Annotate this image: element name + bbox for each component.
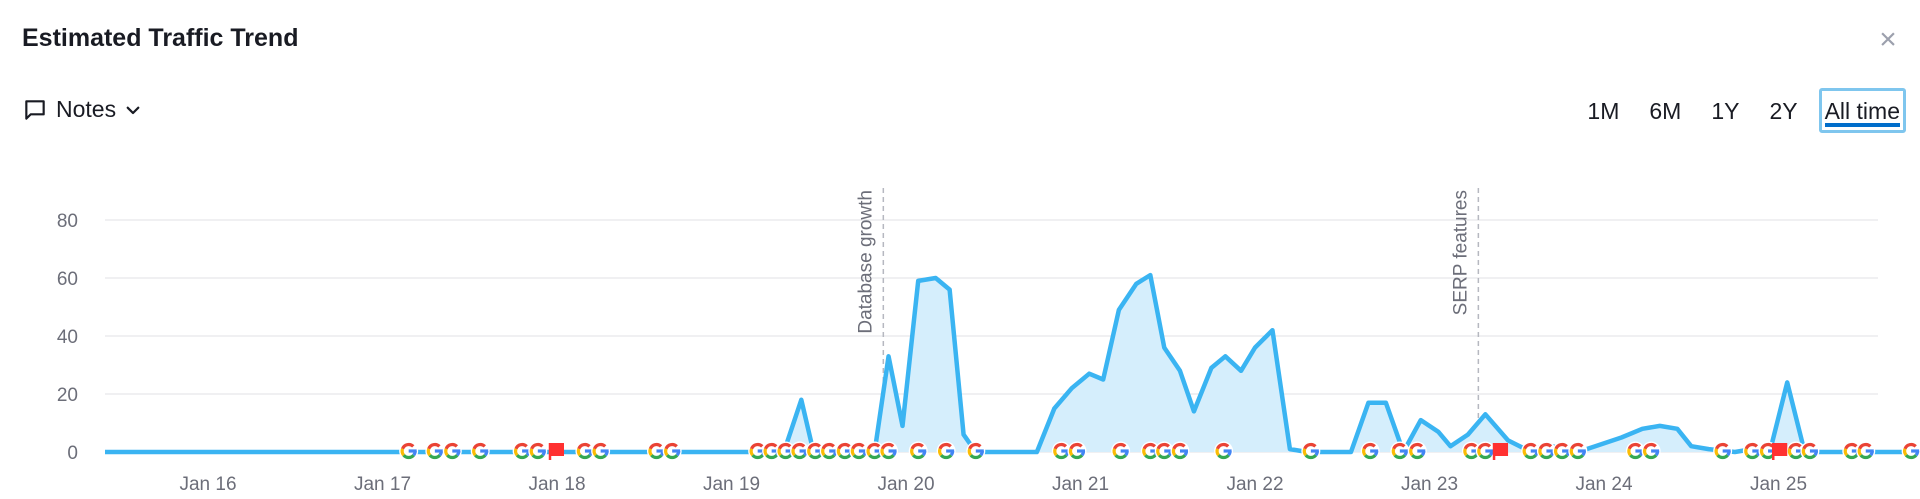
google-update-icon[interactable] [470, 441, 490, 461]
google-update-icon[interactable] [662, 441, 682, 461]
google-update-icon[interactable] [1713, 441, 1733, 461]
google-update-icon[interactable] [1170, 441, 1190, 461]
x-tick-label: Jan 18 [528, 474, 585, 495]
google-update-icon[interactable] [849, 441, 869, 461]
range-6m-button[interactable]: 6M [1649, 98, 1682, 124]
y-tick-label: 60 [57, 269, 78, 290]
google-update-icon[interactable] [1552, 441, 1572, 461]
traffic-line [105, 272, 1920, 455]
google-update-icon[interactable] [1641, 441, 1661, 461]
note-flag-icon [550, 443, 564, 456]
range-2y-button[interactable]: 2Y [1769, 98, 1798, 124]
y-tick-label: 0 [67, 443, 78, 464]
google-update-icon[interactable] [399, 441, 419, 461]
x-tick-label: Jan 24 [1575, 474, 1632, 495]
google-update-icon[interactable] [442, 441, 462, 461]
x-tick-label: Jan 23 [1401, 474, 1458, 495]
page-title: Estimated Traffic Trend [22, 24, 299, 52]
close-icon[interactable]: × [1879, 23, 1897, 56]
range-1y-button[interactable]: 1Y [1711, 98, 1740, 124]
y-tick-label: 80 [57, 211, 78, 232]
notes-label: Notes [56, 96, 117, 122]
google-update-icon[interactable] [1214, 441, 1234, 461]
google-update-icon[interactable] [1390, 441, 1410, 461]
google-update-icon[interactable] [1407, 441, 1427, 461]
google-update-icon[interactable] [646, 441, 666, 461]
x-tick-label: Jan 17 [354, 474, 411, 495]
range-1m-button[interactable]: 1M [1587, 98, 1620, 124]
note-flag-icon [1494, 443, 1509, 456]
y-tick-label: 40 [57, 327, 78, 348]
google-update-icon[interactable] [1800, 441, 1820, 461]
x-tick-label: Jan 16 [179, 474, 236, 495]
annotation-label: Database growth [855, 190, 876, 334]
google-update-icon[interactable] [1301, 441, 1321, 461]
google-update-icon[interactable] [575, 441, 595, 461]
notes-dropdown[interactable]: Notes [22, 96, 142, 123]
google-update-icon[interactable] [591, 441, 611, 461]
google-update-icon[interactable] [512, 441, 532, 461]
x-tick-label: Jan 20 [877, 474, 934, 495]
google-update-icon[interactable] [1067, 441, 1087, 461]
google-update-icon[interactable] [1475, 441, 1495, 461]
google-update-icon[interactable] [805, 441, 825, 461]
google-update-icon[interactable] [908, 441, 928, 461]
google-update-icon[interactable] [425, 441, 445, 461]
x-tick-label: Jan 22 [1226, 474, 1283, 495]
google-update-icon[interactable] [1111, 441, 1131, 461]
time-range-selector: 1M 6M 1Y 2Y All time [1566, 88, 1906, 133]
google-update-icon[interactable] [1568, 441, 1588, 461]
google-update-icon[interactable] [528, 441, 548, 461]
notes-icon [22, 97, 48, 123]
traffic-area [105, 275, 1920, 452]
google-update-icon[interactable] [1154, 441, 1174, 461]
google-update-icon[interactable] [1360, 441, 1380, 461]
google-update-icon[interactable] [936, 441, 956, 461]
google-update-icon[interactable] [1742, 441, 1762, 461]
google-update-icon[interactable] [966, 441, 986, 461]
x-tick-label: Jan 25 [1750, 474, 1807, 495]
y-tick-label: 20 [57, 385, 78, 406]
google-update-icon[interactable] [1786, 441, 1806, 461]
google-update-icon[interactable] [1856, 441, 1876, 461]
annotation-label: SERP features [1450, 190, 1471, 315]
google-update-icon[interactable] [1901, 441, 1920, 461]
google-update-icon[interactable] [748, 441, 768, 461]
x-tick-label: Jan 19 [703, 474, 760, 495]
range-all-time-button[interactable]: All time [1818, 88, 1906, 133]
google-update-icon[interactable] [879, 441, 899, 461]
note-flag-icon [1773, 443, 1788, 456]
x-tick-label: Jan 21 [1052, 474, 1109, 495]
google-update-icon[interactable] [1625, 441, 1645, 461]
chevron-down-icon [124, 101, 142, 119]
